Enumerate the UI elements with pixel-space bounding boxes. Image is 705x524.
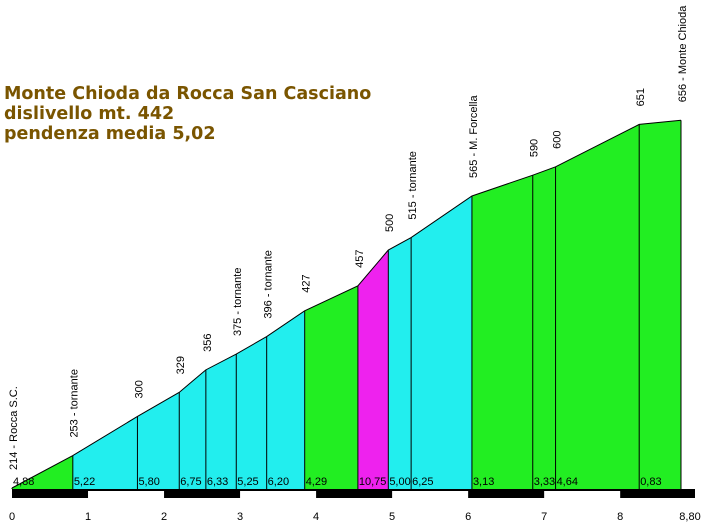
profile-segment [639, 120, 681, 490]
title-block: Monte Chioda da Rocca San Casciano disli… [4, 84, 371, 144]
km-dividers [11, 120, 682, 489]
x-axis: 0 1 2 3 4 5 6 7 8 8,80 [9, 489, 701, 523]
gradient-label: 3,13 [473, 476, 494, 488]
x-tick-label: 1 [85, 511, 91, 523]
altitude-label: 329 [175, 356, 187, 374]
chart-subtitle-elevation-gain: dislivello mt. 442 [4, 104, 175, 124]
profile-segment [471, 175, 533, 489]
profile-segment [388, 237, 412, 489]
altitude-label: 375 - tornante [232, 268, 244, 336]
axis-bar [12, 489, 695, 498]
axis-bar-white-km [392, 491, 469, 498]
axis-bar-white-km [240, 491, 317, 498]
altitude-label: 457 [354, 249, 366, 267]
profile-segment [532, 166, 556, 489]
gradient-label: 6,75 [180, 476, 201, 488]
x-tick-label: 8 [617, 511, 623, 523]
profile-segment [205, 354, 237, 489]
profile-outline [11, 119, 682, 489]
x-tick-label: 7 [541, 511, 547, 523]
profile-segment [266, 310, 305, 489]
gradient-label: 6,33 [207, 476, 228, 488]
x-tick-label: 8,80 [679, 511, 700, 523]
profile-segments [11, 119, 682, 490]
altitude-label: 515 - tornante [407, 151, 419, 220]
gradient-label: 3,33 [534, 476, 555, 488]
gradient-label: 10,75 [359, 476, 387, 488]
altitude-label: 427 [301, 274, 313, 292]
gradient-labels: 4,88 5,22 5,80 6,75 6,33 5,25 6,20 4,29 10,75 5,0… [13, 476, 662, 488]
gradient-label: 4,29 [306, 476, 327, 488]
altitude-label: 590 [529, 139, 541, 157]
x-tick-label: 4 [313, 511, 319, 523]
altitude-label: 651 [635, 88, 647, 106]
gradient-label: 6,25 [412, 476, 433, 488]
altitude-label: 253 - tornante [69, 369, 81, 438]
profile-segment [72, 416, 138, 489]
altitude-label: 214 - Rocca S.C. [8, 386, 20, 470]
gradient-label: 5,80 [138, 476, 159, 488]
x-tick-label: 6 [465, 511, 471, 523]
gradient-label: 5,25 [237, 476, 258, 488]
altitude-label: 656 - Monte Chioda [677, 5, 689, 102]
chart-subtitle-average-gradient: pendenza media 5,02 [4, 124, 216, 144]
gradient-label: 4,64 [557, 476, 578, 488]
gradient-label: 5,22 [74, 476, 95, 488]
gradient-label: 0,83 [640, 476, 661, 488]
axis-bar-white-km [88, 491, 165, 498]
altitude-label: 300 [133, 380, 145, 398]
gradient-label: 4,88 [13, 476, 34, 488]
profile-segment [304, 285, 358, 489]
altitude-label: 565 - M. Forcella [468, 95, 480, 178]
x-tick-label: 5 [389, 511, 395, 523]
altitude-label: 600 [551, 130, 563, 148]
gradient-label: 5,00 [389, 476, 410, 488]
x-tick-label: 0 [9, 511, 15, 523]
altitude-label: 500 [384, 214, 396, 232]
chart-title: Monte Chioda da Rocca San Casciano [4, 84, 372, 104]
profile-segment [555, 124, 640, 489]
profile-segment [411, 195, 472, 489]
x-tick-label: 3 [237, 511, 243, 523]
profile-segment [137, 392, 180, 489]
axis-bar-white-km [544, 491, 621, 498]
altitude-label: 356 [202, 333, 214, 351]
x-tick-label: 2 [161, 511, 167, 523]
gradient-label: 6,20 [268, 476, 289, 488]
altitude-labels: 214 - Rocca S.C. 253 - tornante 300 329 356 3… [8, 5, 689, 470]
profile-segment [357, 250, 389, 489]
profile-segment [236, 336, 267, 489]
profile-segment [179, 369, 206, 489]
altitude-label: 396 - tornante [263, 250, 275, 319]
